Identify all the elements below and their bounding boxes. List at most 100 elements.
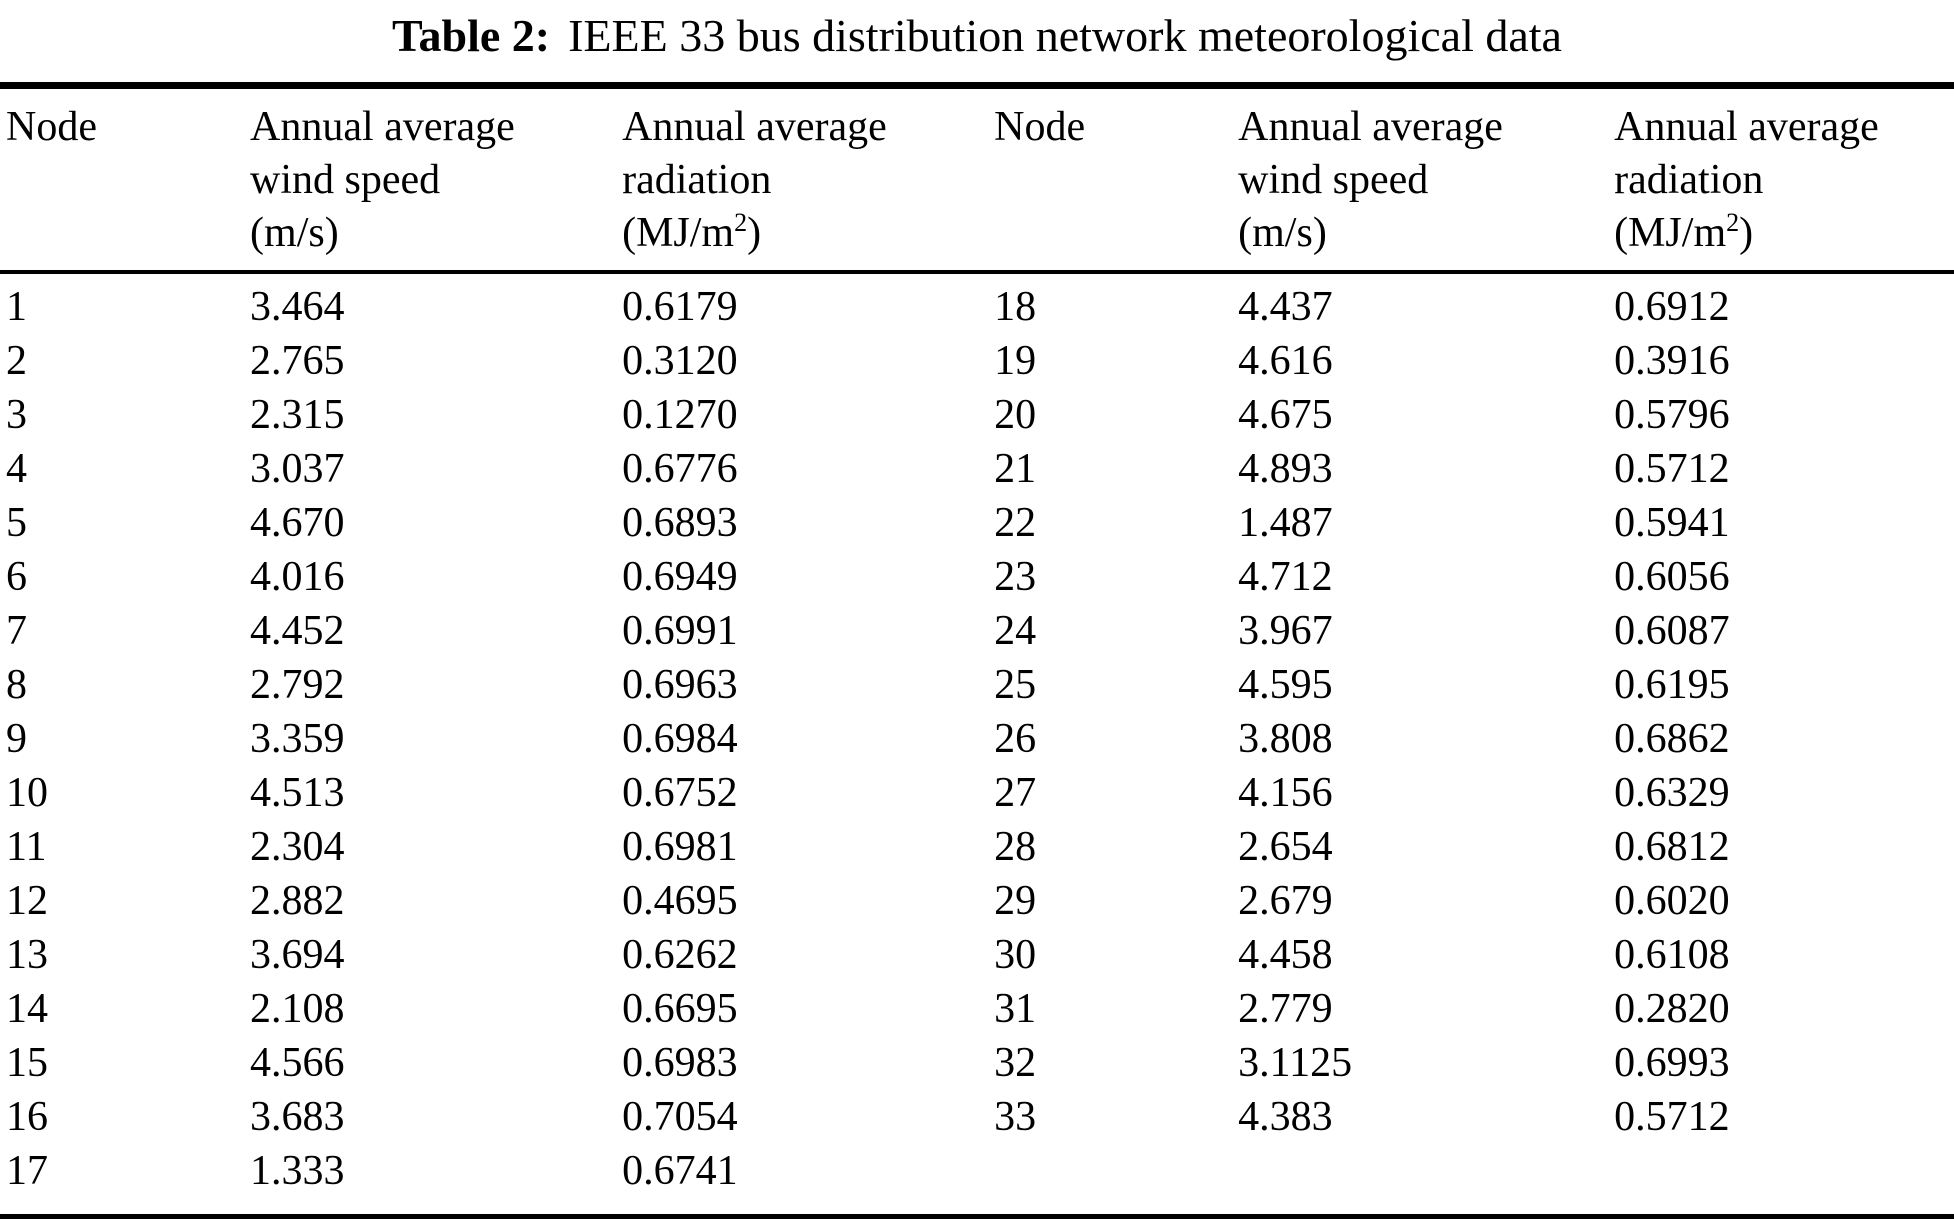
node-cell: 2 bbox=[6, 338, 27, 384]
wind-speed-cell: 4.670 bbox=[250, 500, 345, 546]
wind-speed-cell: 4.893 bbox=[1238, 446, 1333, 492]
wind-speed-cell: 4.513 bbox=[250, 770, 345, 816]
header-row: Node Annual average wind speed (m/s) Ann… bbox=[0, 85, 1954, 274]
table-row: 11 2.304 0.6981 28 2.654 0.6812 bbox=[0, 820, 1954, 874]
node-cell: 7 bbox=[6, 608, 27, 654]
table-row: 8 2.792 0.6963 25 4.595 0.6195 bbox=[0, 658, 1954, 712]
wind-speed-cell: 3.464 bbox=[250, 284, 345, 330]
table-caption-label: Table 2: bbox=[392, 10, 551, 61]
node-cell: 33 bbox=[994, 1094, 1037, 1140]
wind-speed-cell: 4.016 bbox=[250, 554, 345, 600]
radiation-cell: 0.6108 bbox=[1614, 932, 1730, 978]
table-row: 4 3.037 0.6776 21 4.893 0.5712 bbox=[0, 442, 1954, 496]
wind-speed-cell: 3.808 bbox=[1238, 716, 1333, 762]
radiation-cell: 0.6984 bbox=[622, 716, 738, 762]
table-row: 3 2.315 0.1270 20 4.675 0.5796 bbox=[0, 388, 1954, 442]
table-row: 13 3.694 0.6262 30 4.458 0.6108 bbox=[0, 928, 1954, 982]
node-cell: 23 bbox=[994, 554, 1037, 600]
node-cell: 5 bbox=[6, 500, 27, 546]
radiation-cell: 0.6020 bbox=[1614, 878, 1730, 924]
wind-speed-cell: 4.566 bbox=[250, 1040, 345, 1086]
node-cell: 31 bbox=[994, 986, 1037, 1032]
node-cell: 25 bbox=[994, 662, 1037, 708]
wind-speed-cell: 2.882 bbox=[250, 878, 345, 924]
table-row: 12 2.882 0.4695 29 2.679 0.6020 bbox=[0, 874, 1954, 928]
superscript-2: 2 bbox=[1726, 208, 1740, 237]
radiation-cell: 0.6329 bbox=[1614, 770, 1730, 816]
radiation-cell: 0.6949 bbox=[622, 554, 738, 600]
table-row: 15 4.566 0.6983 32 3.1125 0.6993 bbox=[0, 1036, 1954, 1090]
radiation-cell: 0.6741 bbox=[622, 1148, 738, 1194]
radiation-cell: 0.6776 bbox=[622, 446, 738, 492]
radiation-cell: 0.6195 bbox=[1614, 662, 1730, 708]
wind-speed-cell: 3.359 bbox=[250, 716, 345, 762]
node-cell: 15 bbox=[6, 1040, 48, 1086]
wind-speed-cell: 1.333 bbox=[250, 1148, 345, 1194]
node-cell: 3 bbox=[6, 392, 27, 438]
wind-speed-cell: 2.779 bbox=[1238, 986, 1333, 1032]
wind-speed-cell: 4.383 bbox=[1238, 1094, 1333, 1140]
node-cell: 27 bbox=[994, 770, 1037, 816]
wind-speed-cell: 2.315 bbox=[250, 392, 345, 438]
wind-speed-cell: 3.037 bbox=[250, 446, 345, 492]
table-row: 7 4.452 0.6991 24 3.967 0.6087 bbox=[0, 604, 1954, 658]
radiation-cell: 0.5712 bbox=[1614, 446, 1730, 492]
node-cell: 10 bbox=[6, 770, 48, 816]
table-row: 6 4.016 0.6949 23 4.712 0.6056 bbox=[0, 550, 1954, 604]
wind-speed-cell: 4.595 bbox=[1238, 662, 1333, 708]
radiation-cell: 0.6912 bbox=[1614, 284, 1730, 330]
node-cell: 18 bbox=[994, 284, 1037, 330]
table-row: 1 3.464 0.6179 18 4.437 0.6912 bbox=[0, 272, 1954, 334]
radiation-cell: 0.6695 bbox=[622, 986, 738, 1032]
node-cell: 21 bbox=[994, 446, 1037, 492]
node-cell: 6 bbox=[6, 554, 27, 600]
wind-speed-cell: 4.452 bbox=[250, 608, 345, 654]
radiation-cell: 0.6893 bbox=[622, 500, 738, 546]
wind-speed-cell: 1.487 bbox=[1238, 500, 1333, 546]
table-row: 10 4.513 0.6752 27 4.156 0.6329 bbox=[0, 766, 1954, 820]
radiation-cell: 0.6993 bbox=[1614, 1040, 1730, 1086]
node-cell: 32 bbox=[994, 1040, 1037, 1086]
wind-speed-cell: 3.694 bbox=[250, 932, 345, 978]
node-cell: 28 bbox=[994, 824, 1037, 870]
node-cell: 16 bbox=[6, 1094, 48, 1140]
node-cell: 17 bbox=[6, 1148, 48, 1194]
meteorological-data-table: Node Annual average wind speed (m/s) Ann… bbox=[0, 82, 1954, 1219]
wind-speed-cell: 4.156 bbox=[1238, 770, 1333, 816]
node-cell: 19 bbox=[994, 338, 1037, 384]
wind-speed-cell: 3.683 bbox=[250, 1094, 345, 1140]
radiation-cell: 0.5796 bbox=[1614, 392, 1730, 438]
column-header-radiation-right: Annual average radiation (MJ/m2) bbox=[1608, 85, 1954, 274]
node-cell: 11 bbox=[6, 824, 47, 870]
wind-speed-cell: 2.679 bbox=[1238, 878, 1333, 924]
node-cell: 22 bbox=[994, 500, 1037, 546]
radiation-cell: 0.5712 bbox=[1614, 1094, 1730, 1140]
table-row: 17 1.333 0.6741 bbox=[0, 1144, 1954, 1217]
radiation-cell: 0.6862 bbox=[1614, 716, 1730, 762]
wind-speed-cell: 2.304 bbox=[250, 824, 345, 870]
node-cell: 13 bbox=[6, 932, 48, 978]
radiation-cell: 0.5941 bbox=[1614, 500, 1730, 546]
radiation-cell: 0.6991 bbox=[622, 608, 738, 654]
radiation-cell: 0.6087 bbox=[1614, 608, 1730, 654]
table-row: 16 3.683 0.7054 33 4.383 0.5712 bbox=[0, 1090, 1954, 1144]
radiation-cell: 0.7054 bbox=[622, 1094, 738, 1140]
column-header-wind-speed-right: Annual average wind speed (m/s) bbox=[1232, 85, 1609, 274]
table-caption: Table 2: IEEE 33 bus distribution network… bbox=[0, 8, 1954, 64]
wind-speed-cell: 4.712 bbox=[1238, 554, 1333, 600]
superscript-2: 2 bbox=[734, 208, 748, 237]
radiation-cell: 0.6981 bbox=[622, 824, 738, 870]
table-row: 9 3.359 0.6984 26 3.808 0.6862 bbox=[0, 712, 1954, 766]
radiation-cell: 0.3120 bbox=[622, 338, 738, 384]
radiation-cell: 0.2820 bbox=[1614, 986, 1730, 1032]
wind-speed-cell bbox=[1232, 1144, 1608, 1217]
table-row: 5 4.670 0.6893 22 1.487 0.5941 bbox=[0, 496, 1954, 550]
table-caption-text: IEEE 33 bus distribution network meteoro… bbox=[568, 10, 1562, 61]
node-cell: 29 bbox=[994, 878, 1037, 924]
wind-speed-cell: 4.458 bbox=[1238, 932, 1333, 978]
radiation-cell: 0.6983 bbox=[622, 1040, 738, 1086]
wind-speed-cell: 4.616 bbox=[1238, 338, 1333, 384]
wind-speed-cell: 2.792 bbox=[250, 662, 345, 708]
table-row: 14 2.108 0.6695 31 2.779 0.2820 bbox=[0, 982, 1954, 1036]
column-header-node-right: Node bbox=[988, 85, 1233, 274]
